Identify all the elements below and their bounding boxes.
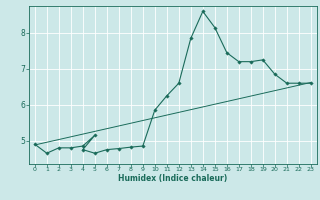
X-axis label: Humidex (Indice chaleur): Humidex (Indice chaleur) (118, 174, 228, 183)
